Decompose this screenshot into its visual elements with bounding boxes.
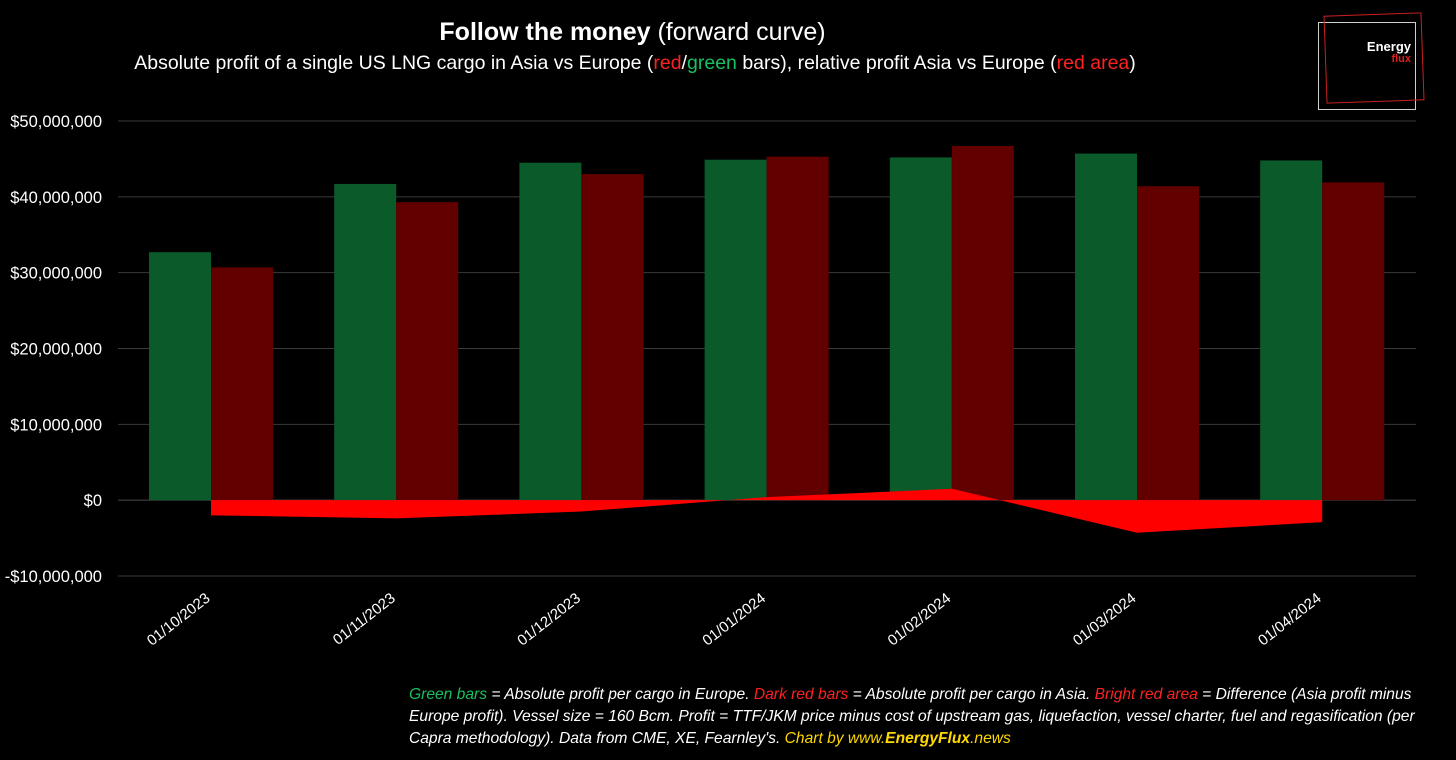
footnote-text-2: = Absolute profit per cargo in Asia.: [848, 686, 1095, 703]
bar-asia: [581, 174, 644, 501]
y-tick-label: $40,000,000: [10, 189, 102, 207]
y-axis-tick-labels: -$10,000,000 $0 $10,000,000 $20,000,000 $30,…: [5, 113, 102, 586]
bar-europe: [1075, 153, 1137, 501]
bar-asia: [766, 156, 829, 501]
subtitle-slash: /: [681, 52, 688, 74]
x-tick-label: 01/11/2023: [330, 590, 399, 649]
bar-chart: -$10,000,000 $0 $10,000,000 $20,000,000 $30,…: [5, 113, 1416, 650]
y-tick-label: $20,000,000: [10, 341, 102, 359]
y-tick-label: -$10,000,000: [5, 568, 102, 586]
x-tick-label: 01/04/2024: [1255, 590, 1325, 650]
bar-asia: [396, 202, 459, 501]
logo-word-flux: flux: [1391, 53, 1411, 65]
chart-title: Follow the money (forward curve): [0, 16, 1265, 48]
footnote-credit-post: .news: [970, 730, 1011, 747]
x-axis-tick-labels: 01/10/2023 01/11/2023 01/12/2023 01/01/2024…: [144, 590, 1325, 650]
footnote-darkred-label: Dark red bars: [753, 686, 849, 703]
bar-asia: [1322, 182, 1385, 501]
bar-europe: [149, 252, 211, 501]
x-tick-label: 01/03/2024: [1070, 590, 1140, 650]
subtitle-red-word: red: [653, 52, 682, 74]
chart-footnote: Green bars = Absolute profit per cargo i…: [409, 684, 1449, 750]
subtitle-part3: ): [1129, 52, 1136, 74]
footnote-credit-bold: EnergyFlux: [885, 730, 971, 747]
x-tick-label: 01/12/2023: [514, 590, 584, 650]
x-tick-label: 01/10/2023: [144, 590, 214, 650]
bar-asia: [951, 146, 1014, 501]
bar-europe: [1260, 160, 1323, 501]
title-rest: (forward curve): [657, 18, 826, 46]
energyflux-logo: Energy flux: [1318, 12, 1425, 110]
y-tick-label: $50,000,000: [10, 113, 102, 131]
subtitle-green-word: green: [687, 52, 737, 74]
footnote-green-label: Green bars: [409, 686, 488, 703]
title-bold: Follow the money: [439, 18, 651, 46]
bar-europe: [889, 157, 952, 501]
difference-area: [211, 488, 1323, 533]
bar-europe: [704, 159, 767, 501]
subtitle-part2: bars), relative profit Asia vs Europe (: [736, 52, 1057, 74]
bar-asia: [1137, 186, 1199, 501]
footnote-credit-pre: Chart by www.: [784, 730, 886, 747]
x-tick-label: 01/01/2024: [699, 590, 769, 650]
y-tick-label: $10,000,000: [10, 416, 102, 434]
x-tick-label: 01/02/2024: [885, 590, 955, 650]
y-tick-label: $30,000,000: [10, 265, 102, 283]
bars: [149, 146, 1385, 501]
footnote-text-3: = Difference (Asia profit minus Europe p…: [409, 686, 1415, 747]
chart-subtitle: Absolute profit of a single US LNG cargo…: [0, 50, 1270, 76]
difference-area-shape: [211, 488, 1323, 533]
subtitle-red-area-word: red area: [1056, 52, 1130, 74]
bar-asia: [211, 267, 273, 501]
footnote-text-1: = Absolute profit per cargo in Europe.: [487, 686, 754, 703]
logo-word-energy: Energy: [1366, 39, 1411, 54]
y-tick-label: $0: [84, 492, 102, 510]
footnote-brightred-label: Bright red area: [1094, 686, 1198, 703]
bar-europe: [334, 183, 397, 501]
subtitle-part1: Absolute profit of a single US LNG cargo…: [134, 52, 654, 74]
footnote-credit: Chart by www.EnergyFlux.news: [785, 730, 1011, 747]
bar-europe: [519, 162, 582, 501]
